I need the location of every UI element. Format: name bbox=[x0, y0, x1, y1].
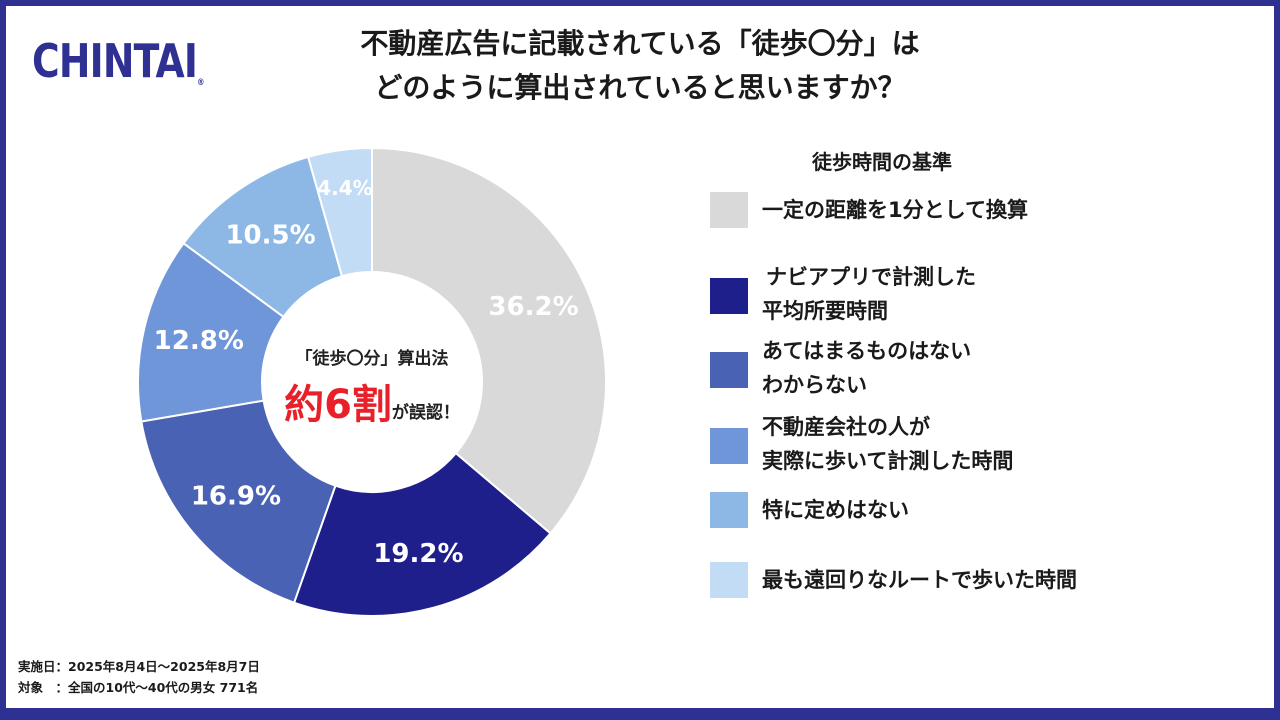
title-line-2: どのように算出されていると思いますか？ bbox=[374, 71, 906, 104]
slice-label-3: 16.9% bbox=[191, 482, 281, 512]
survey-date: 実施日：2025年8月4日〜2025年8月7日 bbox=[18, 659, 260, 674]
donut-hole bbox=[262, 272, 482, 492]
legend-label-4-line-2: 実際に歩いて計測した時間 bbox=[762, 449, 1014, 473]
legend-swatch-1 bbox=[710, 192, 748, 228]
legend-label-2-line-1: ナビアプリで計測した bbox=[766, 265, 976, 289]
legend-label-2: ナビアプリで計測した平均所要時間 bbox=[762, 260, 976, 328]
slice-label-2: 19.2% bbox=[373, 539, 463, 569]
slice-label-4: 12.8% bbox=[154, 326, 244, 356]
survey-footer: 実施日：2025年8月4日〜2025年8月7日 対象 ：全国の10代〜40代の男… bbox=[18, 656, 260, 698]
legend-swatch-5 bbox=[710, 492, 748, 528]
legend-swatch-4 bbox=[710, 428, 748, 464]
legend-label-4-line-1: 不動産会社の人が bbox=[762, 415, 930, 439]
center-headline-suffix: が誤認！ bbox=[391, 403, 460, 423]
chintai-logo: CHINTAI® bbox=[32, 34, 205, 88]
legend-label-5: 特に定めはない bbox=[762, 493, 909, 527]
legend-label-2-line-2: 平均所要時間 bbox=[762, 299, 888, 323]
legend-label-6-line-1: 最も遠回りなルートで歩いた時間 bbox=[762, 568, 1077, 592]
legend-label-5-line-1: 特に定めはない bbox=[762, 498, 909, 522]
legend-swatch-2 bbox=[710, 278, 748, 314]
legend-label-3-line-2: わからない bbox=[762, 373, 867, 397]
center-headline: 約6割が誤認！ bbox=[250, 372, 494, 430]
legend-label-1: 一定の距離を1分として換算 bbox=[762, 193, 1028, 227]
legend-label-6: 最も遠回りなルートで歩いた時間 bbox=[762, 563, 1077, 597]
legend-title: 徒歩時間の基準 bbox=[812, 150, 952, 174]
legend-swatch-3 bbox=[710, 352, 748, 388]
logo-registered-mark: ® bbox=[197, 78, 205, 88]
legend-label-1-line-1: 一定の距離を1分として換算 bbox=[762, 198, 1028, 222]
slice-label-5: 10.5% bbox=[225, 221, 315, 251]
slice-label-1: 36.2% bbox=[488, 292, 578, 322]
chart-title: 不動産広告に記載されている「徒歩〇分」は どのように算出されていると思いますか？ bbox=[200, 22, 1080, 110]
center-subtitle: 「徒歩〇分」算出法 bbox=[295, 349, 449, 369]
survey-target: 対象 ：全国の10代〜40代の男女 771名 bbox=[18, 680, 259, 695]
legend-label-3: あてはまるものはない わからない bbox=[762, 334, 971, 402]
legend-label-4: 不動産会社の人が実際に歩いて計測した時間 bbox=[762, 410, 1013, 478]
title-line-1: 不動産広告に記載されている「徒歩〇分」は bbox=[360, 27, 920, 60]
legend-swatch-6 bbox=[710, 562, 748, 598]
legend-label-3-line-1: あてはまるものはない bbox=[762, 339, 972, 363]
slice-label-6: 4.4% bbox=[317, 176, 372, 200]
center-headline-value: 約6割 bbox=[284, 382, 392, 428]
logo-text: CHINTAI bbox=[32, 34, 198, 88]
